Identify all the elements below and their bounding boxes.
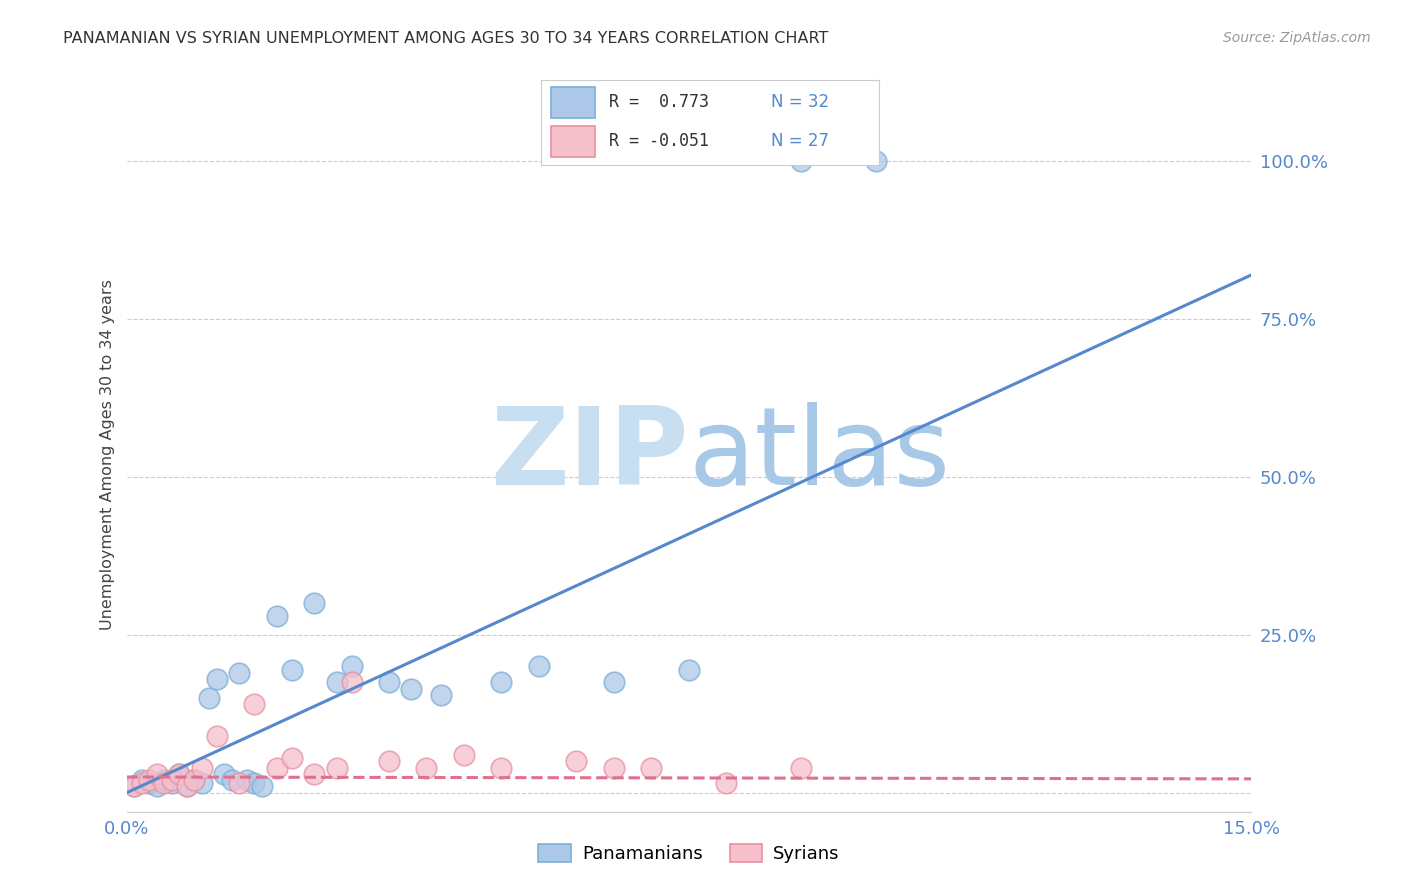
Point [378, 754, 401, 768]
Text: ZIP: ZIP [491, 402, 689, 508]
Point [453, 747, 475, 762]
Point [716, 776, 738, 790]
Point [325, 675, 347, 690]
Point [205, 672, 228, 686]
Point [280, 751, 302, 765]
Point [302, 767, 325, 781]
Point [235, 773, 257, 788]
Point [190, 776, 212, 790]
Point [790, 760, 813, 774]
Point [378, 675, 401, 690]
Point [228, 776, 250, 790]
Point [221, 773, 243, 788]
Point [145, 767, 167, 781]
Text: N = 32: N = 32 [770, 94, 830, 112]
Text: R = -0.051: R = -0.051 [609, 132, 709, 150]
Point [243, 698, 266, 712]
Point [160, 776, 183, 790]
Point [491, 760, 513, 774]
Text: PANAMANIAN VS SYRIAN UNEMPLOYMENT AMONG AGES 30 TO 34 YEARS CORRELATION CHART: PANAMANIAN VS SYRIAN UNEMPLOYMENT AMONG … [63, 31, 828, 46]
Text: Source: ZipAtlas.com: Source: ZipAtlas.com [1223, 31, 1371, 45]
Point [266, 609, 288, 624]
Point [266, 760, 288, 774]
Point [122, 780, 145, 794]
Point [243, 776, 266, 790]
Point [138, 776, 160, 790]
Point [603, 760, 626, 774]
Bar [551, 87, 595, 118]
Point [325, 760, 347, 774]
Point [138, 773, 160, 788]
Text: R =  0.773: R = 0.773 [609, 94, 709, 112]
Point [212, 767, 235, 781]
Point [198, 691, 221, 706]
Point [415, 760, 437, 774]
Text: atlas: atlas [689, 402, 950, 508]
Point [122, 780, 145, 794]
Point [401, 681, 423, 696]
Point [678, 663, 700, 677]
Point [527, 659, 550, 673]
Point [183, 773, 205, 788]
Legend: Panamanians, Syrians: Panamanians, Syrians [531, 838, 846, 871]
Point [228, 665, 250, 680]
Point [790, 154, 813, 169]
Point [340, 675, 363, 690]
Point [302, 596, 325, 610]
Point [280, 663, 302, 677]
Point [565, 754, 588, 768]
Point [865, 154, 887, 169]
Point [430, 688, 453, 702]
Point [131, 773, 153, 788]
Point [145, 780, 167, 794]
Point [176, 780, 198, 794]
Point [205, 729, 228, 743]
Point [250, 780, 273, 794]
Point [340, 659, 363, 673]
Bar [551, 126, 595, 157]
Point [491, 675, 513, 690]
Point [153, 776, 176, 790]
Point [131, 776, 153, 790]
Text: N = 27: N = 27 [770, 132, 828, 150]
Point [640, 760, 662, 774]
Y-axis label: Unemployment Among Ages 30 to 34 years: Unemployment Among Ages 30 to 34 years [100, 279, 115, 631]
Point [603, 675, 626, 690]
Point [176, 780, 198, 794]
Point [153, 773, 176, 788]
Point [167, 767, 190, 781]
Point [167, 767, 190, 781]
Point [183, 773, 205, 788]
Point [190, 760, 212, 774]
Point [160, 773, 183, 788]
